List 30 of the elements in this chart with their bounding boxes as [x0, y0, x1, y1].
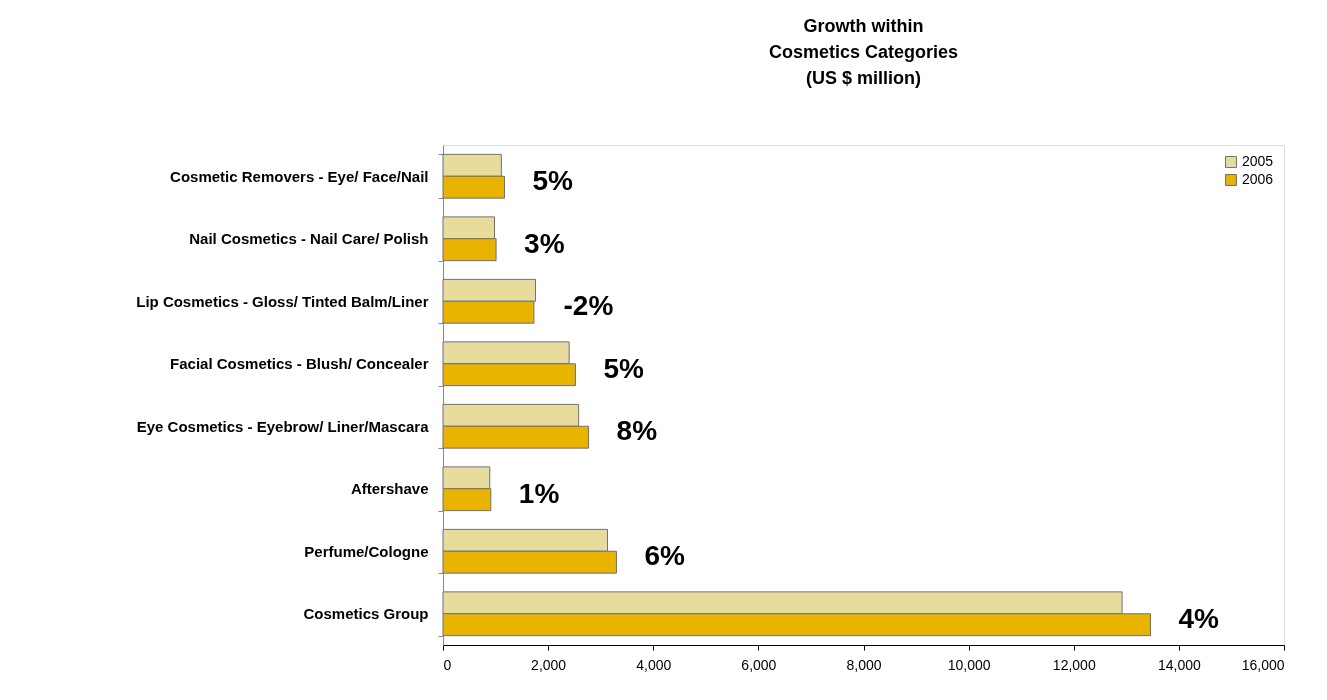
x-tick-label: 12,000	[1052, 656, 1096, 673]
annotation: -2%	[563, 290, 614, 322]
x-tick-label: 4,000	[636, 656, 672, 673]
legend-label: 2006	[1242, 171, 1274, 187]
annotation: 6%	[644, 540, 686, 572]
x-tick-label: 2,000	[531, 656, 567, 673]
y-tick-label: Perfume/Cologne	[304, 542, 429, 560]
text: Growth within	[803, 16, 924, 36]
annotation: 8%	[616, 415, 658, 447]
annotation: 1%	[518, 477, 560, 509]
text: Cosmetics Categories	[768, 42, 959, 62]
annotation: 5%	[532, 165, 574, 197]
x-tick-label: 0	[443, 656, 452, 673]
x-tick-label: 10,000	[947, 656, 991, 673]
annotation: 5%	[603, 352, 645, 384]
legend-label: 2005	[1242, 153, 1274, 169]
y-tick-label: Cosmetics Group	[303, 605, 429, 623]
text: (US $ million)	[805, 68, 922, 88]
y-tick-label: Aftershave	[350, 480, 429, 498]
x-tick-label: 6,000	[741, 656, 777, 673]
y-tick-label: Nail Cosmetics - Nail Care/ Polish	[189, 230, 429, 248]
annotation: 3%	[524, 227, 565, 259]
y-tick-label: Facial Cosmetics - Blush/ Concealer	[170, 355, 429, 373]
y-tick-label: Lip Cosmetics - Gloss/ Tinted Balm/Liner	[136, 292, 429, 310]
y-tick-label: Cosmetic Removers - Eye/ Face/Nail	[170, 167, 429, 185]
x-tick-label: 16,000	[1241, 656, 1285, 673]
x-tick-label: 14,000	[1157, 656, 1201, 673]
x-tick-label: 8,000	[846, 656, 882, 673]
annotation: 4%	[1178, 602, 1220, 634]
y-tick-label: Eye Cosmetics - Eyebrow/ Liner/Mascara	[136, 417, 430, 435]
